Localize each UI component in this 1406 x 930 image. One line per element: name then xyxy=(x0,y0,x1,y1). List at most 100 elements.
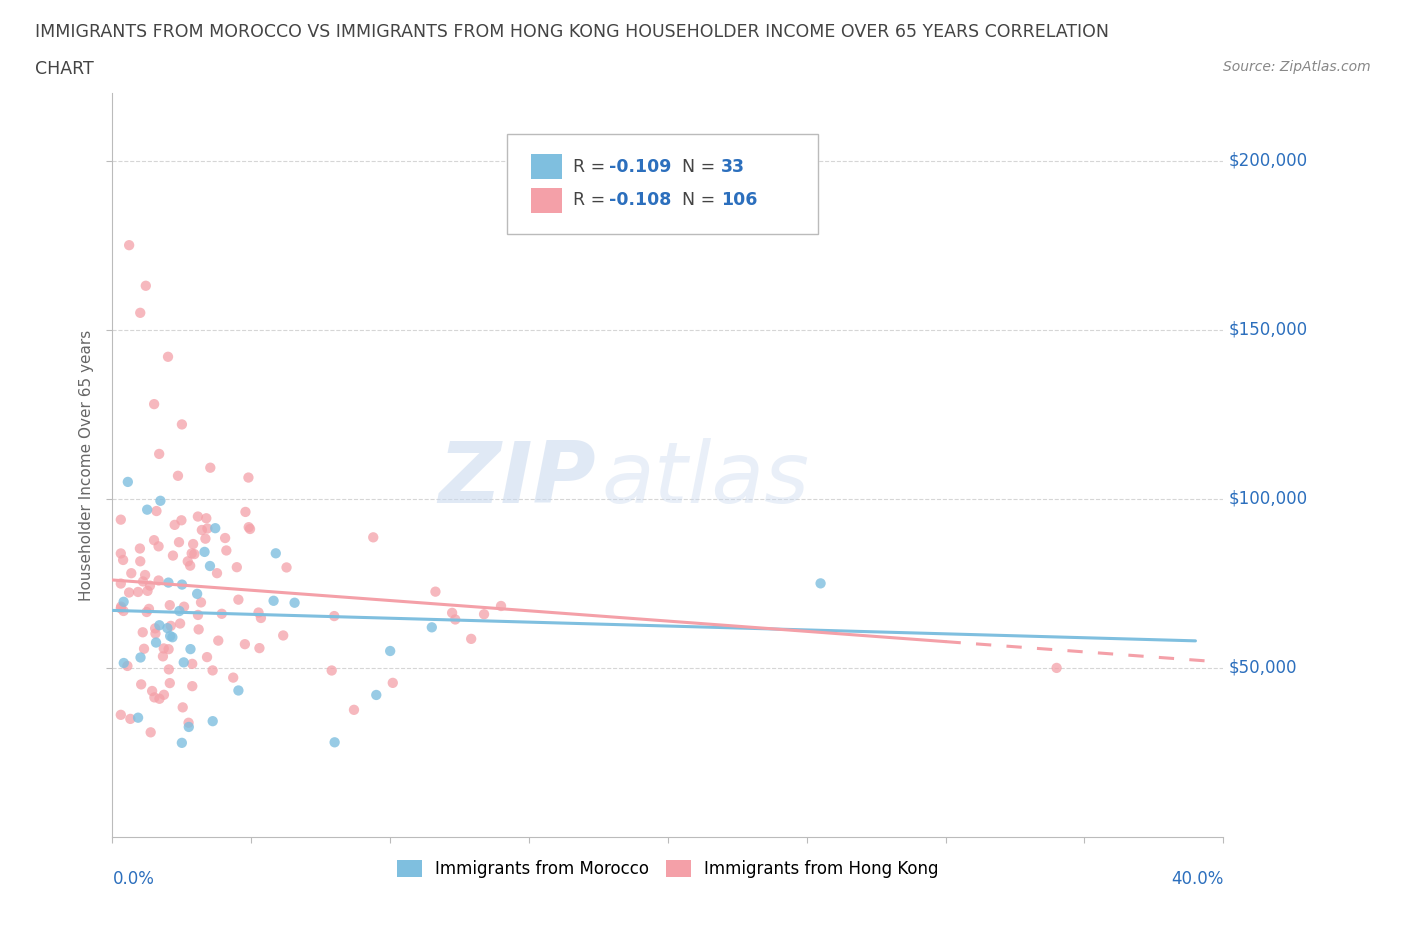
Point xyxy=(271,628,294,643)
Point xyxy=(444,612,467,627)
Point xyxy=(204,521,226,536)
Point xyxy=(170,578,193,592)
Point xyxy=(193,544,215,559)
Point xyxy=(489,599,512,614)
Point xyxy=(177,554,200,569)
Point xyxy=(148,691,170,706)
Point xyxy=(187,509,209,524)
Point xyxy=(361,530,384,545)
Point xyxy=(139,724,162,739)
Point xyxy=(159,676,181,691)
Point xyxy=(148,446,170,461)
Text: R =: R = xyxy=(574,192,612,209)
Point xyxy=(228,683,250,698)
Point xyxy=(143,533,166,548)
Point xyxy=(135,604,157,619)
Point xyxy=(180,546,202,561)
Point xyxy=(472,606,495,621)
Point xyxy=(118,585,141,600)
Y-axis label: Householder Income Over 65 years: Householder Income Over 65 years xyxy=(79,329,94,601)
Point xyxy=(181,679,204,694)
Point xyxy=(129,554,152,569)
Point xyxy=(264,546,287,561)
Point xyxy=(173,655,195,670)
Point xyxy=(183,547,205,562)
Text: -0.109: -0.109 xyxy=(609,158,671,176)
Point xyxy=(159,618,181,633)
Point xyxy=(238,470,260,485)
Point xyxy=(112,604,135,618)
Point xyxy=(222,671,245,685)
Text: $150,000: $150,000 xyxy=(1229,321,1308,339)
Point xyxy=(186,587,208,602)
Point xyxy=(380,644,402,658)
Point xyxy=(136,502,159,517)
Text: CHART: CHART xyxy=(35,60,94,78)
Point xyxy=(225,560,247,575)
Point xyxy=(228,592,250,607)
Point xyxy=(214,531,236,546)
Point xyxy=(177,720,200,735)
Point xyxy=(211,606,233,621)
Point xyxy=(233,637,256,652)
Point xyxy=(441,605,464,620)
Point xyxy=(110,576,132,591)
Point xyxy=(145,626,167,641)
Point xyxy=(110,601,132,616)
Point xyxy=(249,641,271,656)
Point xyxy=(157,350,180,365)
Point xyxy=(157,662,180,677)
Point xyxy=(129,677,152,692)
Point xyxy=(120,565,142,580)
FancyBboxPatch shape xyxy=(506,134,818,234)
Text: ZIP: ZIP xyxy=(439,438,596,522)
Legend: Immigrants from Morocco, Immigrants from Hong Kong: Immigrants from Morocco, Immigrants from… xyxy=(391,853,945,884)
Point xyxy=(187,607,209,622)
Point xyxy=(129,305,152,320)
Point xyxy=(181,537,204,551)
Point xyxy=(205,565,228,580)
Point xyxy=(129,650,152,665)
Point xyxy=(198,559,221,574)
Point xyxy=(152,641,174,656)
Point xyxy=(170,736,193,751)
Point xyxy=(157,575,180,590)
Point xyxy=(191,523,214,538)
Point xyxy=(127,711,149,725)
Point xyxy=(207,633,229,648)
Point xyxy=(201,663,224,678)
Point xyxy=(190,595,212,610)
Point xyxy=(129,541,152,556)
Point xyxy=(117,474,139,489)
Text: R =: R = xyxy=(574,158,612,176)
Point xyxy=(148,538,170,553)
Text: Source: ZipAtlas.com: Source: ZipAtlas.com xyxy=(1223,60,1371,74)
Point xyxy=(239,522,262,537)
Text: 33: 33 xyxy=(721,158,745,176)
Point xyxy=(148,573,170,588)
Point xyxy=(247,605,270,620)
Text: N =: N = xyxy=(682,158,721,176)
Point xyxy=(195,650,218,665)
Point xyxy=(156,620,179,635)
Point xyxy=(187,622,209,637)
Point xyxy=(143,397,166,412)
Point xyxy=(179,642,201,657)
Text: 40.0%: 40.0% xyxy=(1171,870,1223,888)
Point xyxy=(194,531,217,546)
Point xyxy=(132,642,155,657)
Point xyxy=(132,625,155,640)
Point xyxy=(172,700,194,715)
Point xyxy=(235,504,257,519)
Point xyxy=(157,642,180,657)
Point xyxy=(117,658,139,673)
Point xyxy=(238,520,260,535)
Point xyxy=(460,631,482,646)
Point xyxy=(132,574,155,589)
Point xyxy=(276,560,298,575)
Point xyxy=(143,690,166,705)
Point xyxy=(284,595,307,610)
Point xyxy=(110,708,132,723)
Point xyxy=(136,583,159,598)
Point xyxy=(159,629,181,644)
